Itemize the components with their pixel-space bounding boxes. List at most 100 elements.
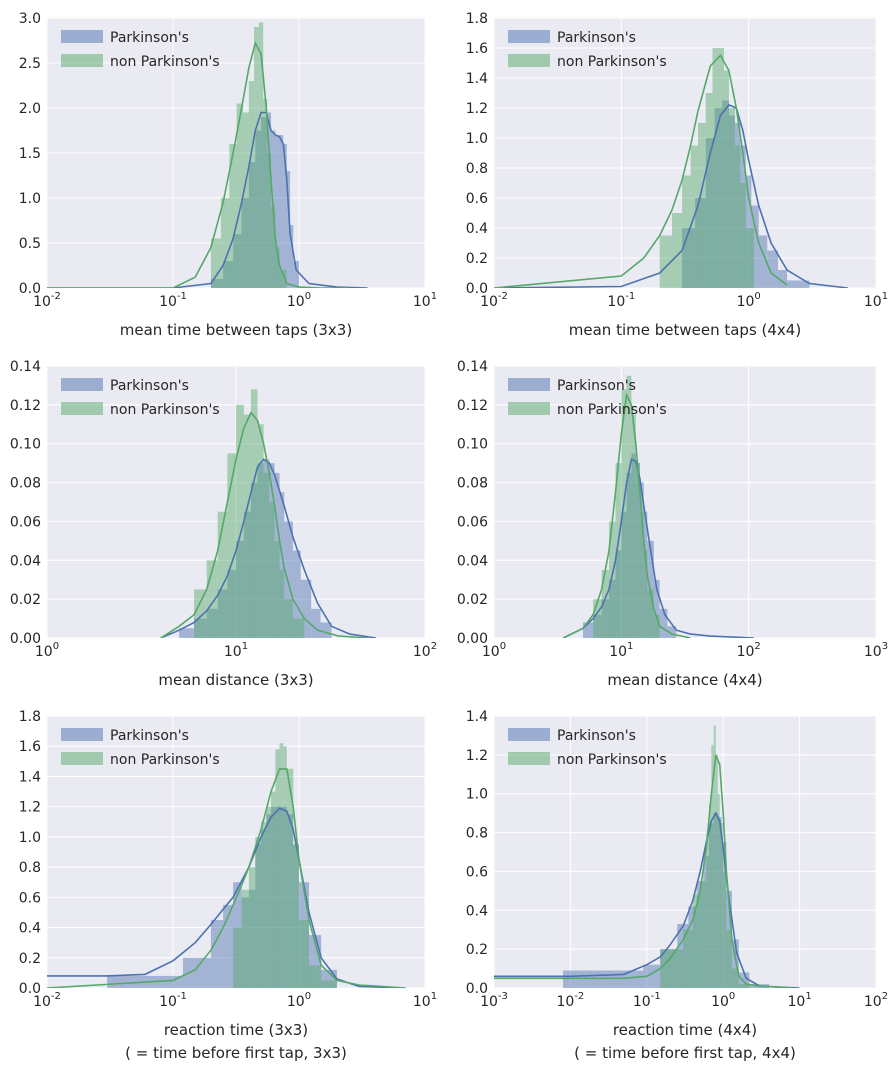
- legend-label: Parkinson's: [110, 378, 189, 394]
- x-axis-label: reaction time (3x3): [164, 1021, 308, 1039]
- x-axis-label: mean distance (3x3): [158, 671, 313, 689]
- hist-bar: [728, 115, 735, 288]
- chart-panel-6: 0.00.20.40.60.81.01.21.410-3 10-2 10-1 100 1…: [466, 709, 888, 1062]
- x-tick-base: 10: [737, 294, 755, 310]
- kde-line: [494, 104, 848, 288]
- x-tick-exponent: 0: [500, 641, 506, 652]
- hist-bar: [711, 745, 714, 988]
- x-tick-label: 10-1: [159, 291, 187, 310]
- x-tick-label: 10-1: [633, 991, 661, 1010]
- hist-bar: [706, 832, 709, 988]
- hist-bar: [217, 511, 228, 638]
- hist-bar: [261, 821, 267, 988]
- hist-bar: [728, 108, 735, 288]
- chart-panel-1: 0.00.51.01.52.02.53.010-2 10-1 100 101mean …: [19, 11, 437, 339]
- hist-bar: [241, 198, 249, 288]
- hist-bar: [722, 100, 729, 288]
- x-tick-label: 10-2: [33, 991, 61, 1010]
- y-tick-label: 0.06: [10, 514, 41, 530]
- hist-bar: [615, 550, 622, 638]
- legend-label: Parkinson's: [557, 728, 636, 744]
- hist-bar: [751, 205, 759, 288]
- hist-bar: [220, 198, 230, 288]
- x-axis-label: mean time between taps (3x3): [120, 321, 352, 339]
- hist-bar: [660, 949, 678, 988]
- hist-bar: [682, 175, 691, 288]
- x-tick-label: 101: [224, 641, 248, 660]
- x-tick-exponent: 0: [53, 641, 59, 652]
- hist-bar: [615, 463, 622, 638]
- hist-bar: [767, 250, 779, 288]
- hist-bar: [703, 855, 709, 988]
- legend-swatch: [61, 378, 103, 391]
- legend: Parkinson's non Parkinson's: [61, 728, 220, 768]
- legend: Parkinson's non Parkinson's: [61, 30, 220, 70]
- x-tick-exponent: -1: [651, 991, 661, 1002]
- kde-line: [562, 392, 691, 638]
- hist-bar: [271, 806, 280, 988]
- hist-bar: [731, 939, 739, 988]
- hist-bar: [738, 972, 750, 988]
- hist-bar: [236, 404, 244, 638]
- hist-bar: [738, 984, 750, 988]
- kde-line: [562, 458, 754, 638]
- hist-bar: [269, 502, 275, 638]
- hist-bar: [279, 570, 285, 638]
- x-tick-label: 100: [482, 641, 506, 660]
- y-tick-label: 0.12: [10, 398, 41, 414]
- hist-bar: [723, 70, 729, 288]
- hist-bar: [608, 521, 616, 638]
- x-axis-label-secondary: ( = time before first tap, 4x4): [574, 1044, 796, 1062]
- kde-line: [47, 768, 406, 988]
- hist-bar: [708, 803, 712, 988]
- x-tick-exponent: 1: [242, 641, 248, 652]
- y-tick-label: 0.10: [10, 437, 41, 453]
- x-axis-label: reaction time (4x4): [613, 1021, 757, 1039]
- x-tick-label: 10-2: [556, 991, 584, 1010]
- hist-bar: [608, 579, 616, 638]
- y-tick-label: 1.0: [19, 830, 41, 846]
- hist-bar: [233, 234, 242, 288]
- hist-bar: [593, 599, 602, 638]
- hist-bar: [677, 923, 689, 988]
- hist-bar: [206, 608, 218, 638]
- hist-bar: [683, 929, 693, 988]
- legend-label: non Parkinson's: [110, 752, 220, 768]
- legend-swatch: [508, 30, 550, 43]
- hist-bar: [745, 228, 754, 288]
- x-tick-base: 10: [413, 994, 431, 1010]
- x-tick-base: 10: [224, 644, 242, 660]
- hist-bar: [562, 970, 644, 988]
- hist-bar: [688, 906, 697, 988]
- x-tick-label: 100: [287, 991, 311, 1010]
- hist-bar: [283, 144, 287, 288]
- hist-bar: [635, 463, 640, 638]
- x-tick-base: 10: [413, 644, 431, 660]
- hist-bar: [626, 375, 632, 638]
- hist-bar: [758, 235, 768, 288]
- y-tick-label: 1.2: [466, 748, 488, 764]
- hist-bar: [250, 482, 258, 638]
- hist-bar: [626, 472, 632, 638]
- hist-bar: [717, 817, 722, 988]
- legend-label: non Parkinson's: [110, 54, 220, 70]
- y-tick-label: 0.10: [457, 437, 488, 453]
- x-tick-base: 10: [482, 644, 500, 660]
- x-tick-base: 10: [711, 994, 729, 1010]
- x-tick-base: 10: [287, 294, 305, 310]
- hist-bar: [274, 472, 280, 638]
- y-tick-label: 0.8: [19, 860, 41, 876]
- hist-bar: [659, 235, 673, 288]
- x-tick-base: 10: [864, 994, 882, 1010]
- x-tick-base: 10: [609, 644, 627, 660]
- hist-bar: [223, 261, 234, 288]
- hist-bar: [734, 145, 741, 288]
- kde-line: [47, 41, 350, 288]
- x-tick-label: 101: [609, 641, 633, 660]
- x-tick-exponent: -2: [51, 291, 61, 302]
- y-tick-label: 2.5: [19, 56, 41, 72]
- plot-marks: [562, 375, 754, 638]
- y-tick-label: 1.8: [466, 11, 488, 27]
- hist-bar: [227, 453, 236, 638]
- hist-bar: [311, 608, 321, 638]
